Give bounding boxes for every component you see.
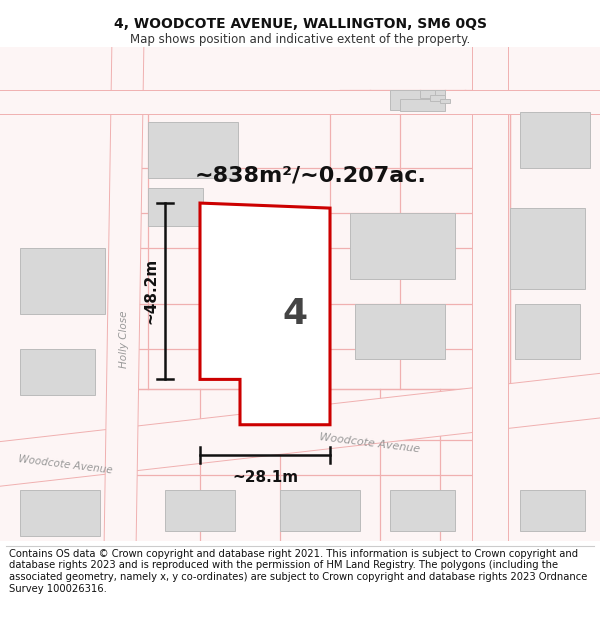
- Text: Holly Close: Holly Close: [119, 311, 129, 368]
- Bar: [515, 304, 580, 359]
- Polygon shape: [104, 36, 144, 551]
- Bar: [20, 349, 95, 394]
- Text: ~838m²/~0.207ac.: ~838m²/~0.207ac.: [195, 166, 427, 186]
- Text: 4, WOODCOTE AVENUE, WALLINGTON, SM6 0QS: 4, WOODCOTE AVENUE, WALLINGTON, SM6 0QS: [113, 18, 487, 31]
- Bar: [520, 112, 590, 168]
- Text: ~48.2m: ~48.2m: [143, 258, 158, 324]
- Bar: [390, 90, 445, 111]
- Bar: [510, 208, 585, 289]
- Polygon shape: [200, 203, 330, 425]
- Polygon shape: [472, 37, 508, 551]
- Bar: [440, 99, 450, 103]
- Bar: [20, 248, 105, 314]
- Bar: [355, 304, 445, 359]
- Bar: [390, 490, 455, 531]
- Polygon shape: [0, 372, 600, 487]
- Bar: [430, 95, 445, 101]
- Bar: [148, 122, 238, 178]
- Text: Map shows position and indicative extent of the property.: Map shows position and indicative extent…: [130, 32, 470, 46]
- Bar: [280, 490, 360, 531]
- Bar: [165, 490, 235, 531]
- Bar: [520, 490, 585, 531]
- Text: Contains OS data © Crown copyright and database right 2021. This information is : Contains OS data © Crown copyright and d…: [9, 549, 587, 594]
- Bar: [148, 188, 203, 226]
- Bar: [350, 213, 455, 279]
- Bar: [400, 99, 445, 111]
- Text: 4: 4: [283, 297, 308, 331]
- Text: ~28.1m: ~28.1m: [232, 469, 298, 484]
- Bar: [20, 490, 100, 536]
- Text: Woodcote Avenue: Woodcote Avenue: [319, 432, 421, 454]
- Polygon shape: [0, 90, 600, 114]
- Bar: [420, 90, 435, 98]
- Text: Woodcote Avenue: Woodcote Avenue: [17, 454, 113, 476]
